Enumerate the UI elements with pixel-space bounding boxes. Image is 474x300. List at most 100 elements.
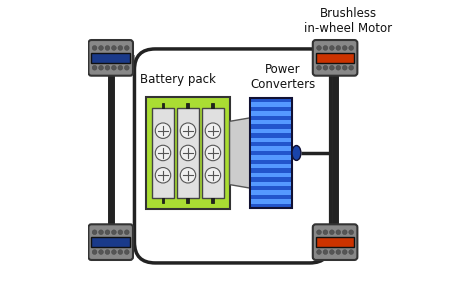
- Bar: [316, 237, 355, 247]
- Circle shape: [342, 250, 347, 254]
- Circle shape: [118, 250, 123, 254]
- Circle shape: [99, 250, 103, 254]
- Circle shape: [155, 167, 171, 183]
- Circle shape: [111, 250, 116, 254]
- Circle shape: [105, 56, 110, 60]
- Circle shape: [323, 56, 328, 60]
- Circle shape: [205, 145, 221, 161]
- Circle shape: [329, 250, 334, 254]
- FancyBboxPatch shape: [88, 40, 133, 76]
- Circle shape: [180, 123, 196, 138]
- Text: Power
Converters: Power Converters: [250, 63, 316, 91]
- Bar: [211, 198, 214, 203]
- Text: Brushless
in-wheel Motor: Brushless in-wheel Motor: [304, 7, 392, 35]
- Bar: [251, 182, 291, 186]
- Circle shape: [105, 65, 110, 70]
- Circle shape: [99, 65, 103, 70]
- Circle shape: [323, 230, 328, 235]
- Circle shape: [118, 65, 123, 70]
- Bar: [162, 198, 164, 203]
- Circle shape: [317, 56, 321, 60]
- Circle shape: [317, 250, 321, 254]
- Circle shape: [329, 65, 334, 70]
- Text: Battery pack: Battery pack: [140, 73, 216, 86]
- Circle shape: [329, 46, 334, 50]
- Circle shape: [317, 46, 321, 50]
- Circle shape: [342, 46, 347, 50]
- Circle shape: [118, 46, 123, 50]
- Circle shape: [111, 65, 116, 70]
- Circle shape: [342, 230, 347, 235]
- Circle shape: [317, 65, 321, 70]
- Circle shape: [336, 230, 341, 235]
- Circle shape: [349, 46, 354, 50]
- Bar: [251, 155, 291, 160]
- Circle shape: [99, 56, 103, 60]
- FancyBboxPatch shape: [152, 108, 174, 198]
- Circle shape: [180, 167, 196, 183]
- Bar: [251, 120, 291, 124]
- Circle shape: [205, 123, 221, 138]
- FancyBboxPatch shape: [88, 224, 133, 260]
- Bar: [251, 190, 291, 195]
- Circle shape: [342, 65, 347, 70]
- Circle shape: [205, 167, 221, 183]
- Circle shape: [124, 46, 129, 50]
- Bar: [186, 198, 190, 203]
- Bar: [251, 111, 291, 116]
- Bar: [251, 164, 291, 168]
- Bar: [91, 237, 130, 247]
- Circle shape: [323, 46, 328, 50]
- Ellipse shape: [292, 146, 301, 160]
- Circle shape: [105, 250, 110, 254]
- Circle shape: [329, 230, 334, 235]
- Bar: [186, 103, 190, 108]
- Bar: [251, 102, 291, 107]
- FancyBboxPatch shape: [313, 224, 357, 260]
- Bar: [251, 129, 291, 133]
- Circle shape: [111, 230, 116, 235]
- Circle shape: [99, 240, 103, 244]
- Circle shape: [349, 250, 354, 254]
- Bar: [251, 199, 291, 204]
- Circle shape: [180, 145, 196, 161]
- Bar: [251, 173, 291, 177]
- Circle shape: [124, 240, 129, 244]
- Circle shape: [336, 65, 341, 70]
- Circle shape: [118, 56, 123, 60]
- Circle shape: [124, 250, 129, 254]
- Circle shape: [349, 56, 354, 60]
- Circle shape: [329, 240, 334, 244]
- Bar: [250, 98, 292, 208]
- Circle shape: [336, 250, 341, 254]
- Circle shape: [118, 240, 123, 244]
- Circle shape: [336, 56, 341, 60]
- Circle shape: [99, 230, 103, 235]
- Circle shape: [92, 65, 97, 70]
- Circle shape: [111, 46, 116, 50]
- Circle shape: [92, 250, 97, 254]
- Circle shape: [323, 65, 328, 70]
- FancyBboxPatch shape: [135, 49, 331, 263]
- Circle shape: [111, 240, 116, 244]
- FancyBboxPatch shape: [202, 108, 224, 198]
- Bar: [251, 138, 291, 142]
- FancyBboxPatch shape: [177, 108, 199, 198]
- Circle shape: [336, 46, 341, 50]
- Circle shape: [155, 145, 171, 161]
- Bar: [91, 53, 130, 63]
- Circle shape: [336, 240, 341, 244]
- Circle shape: [105, 230, 110, 235]
- Circle shape: [92, 56, 97, 60]
- Circle shape: [155, 123, 171, 138]
- Circle shape: [349, 65, 354, 70]
- Bar: [162, 103, 164, 108]
- Circle shape: [124, 56, 129, 60]
- Circle shape: [317, 230, 321, 235]
- Circle shape: [92, 46, 97, 50]
- Circle shape: [92, 240, 97, 244]
- Circle shape: [105, 46, 110, 50]
- Bar: [251, 146, 291, 151]
- Circle shape: [92, 230, 97, 235]
- Circle shape: [105, 240, 110, 244]
